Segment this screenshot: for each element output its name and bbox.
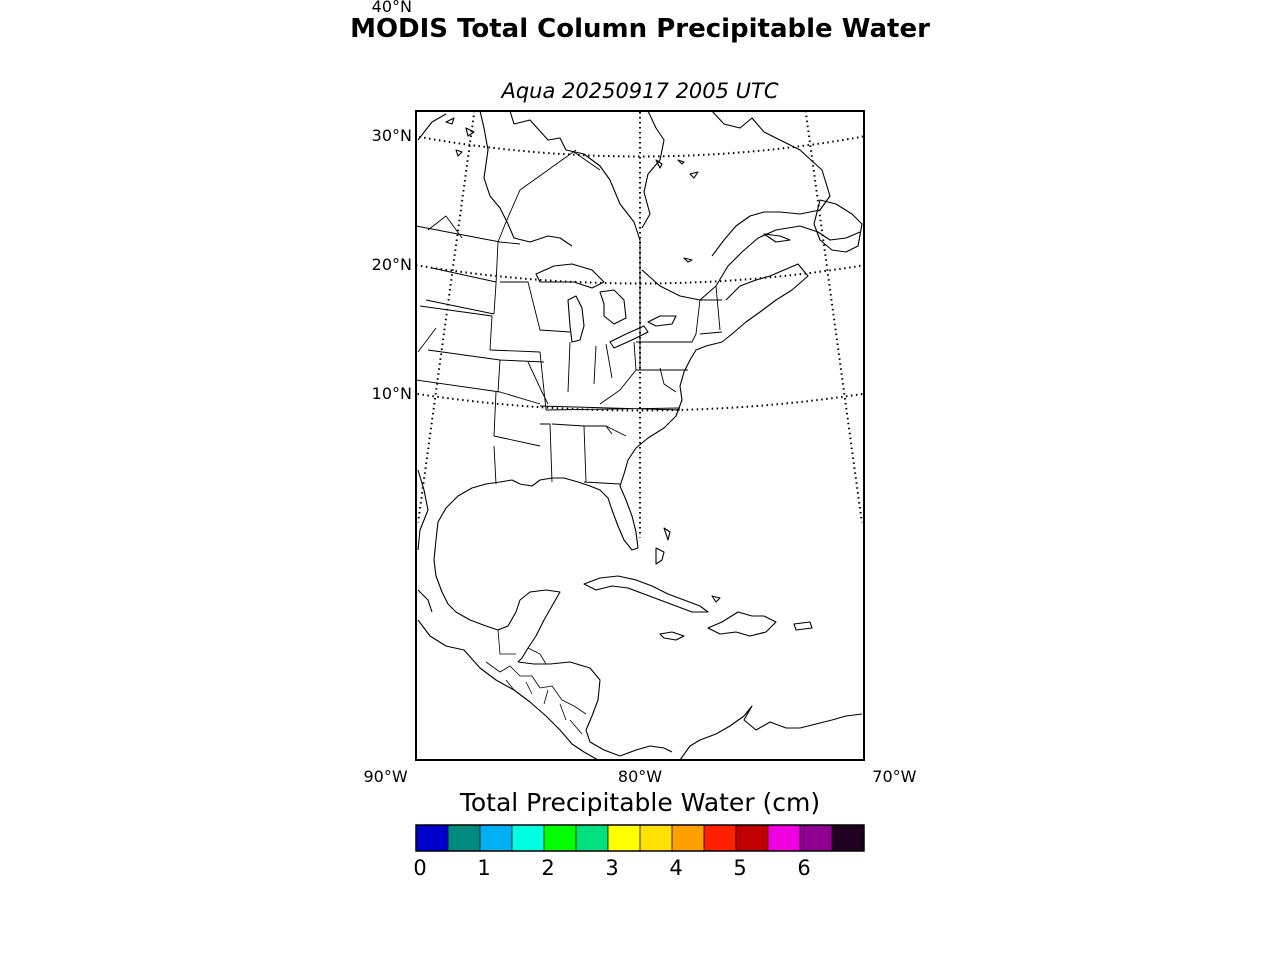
lake-superior [535,263,605,289]
us-state-borders [416,149,723,485]
latitude-label: 30°N [371,126,412,146]
quebec-labrador-coast [641,111,861,301]
colorbar-segment [768,825,801,851]
map-background [416,111,864,760]
bahamas-islands [655,527,721,603]
newfoundland-coast [813,199,863,253]
colorbar-segment [672,825,705,851]
latitude-label: 10°N [371,383,412,403]
coastlines-borders [416,111,863,760]
lake-erie [609,325,649,349]
colorbar-segment [640,825,673,851]
south-america-coast [679,705,863,760]
colorbar-segment [416,825,449,851]
colorbar-frame [415,824,865,852]
colorbar [415,824,865,852]
longitude-label: 80°W [617,767,663,786]
arctic-islands [445,117,699,263]
meridian-line [200,0,422,477]
latitude-label: 20°N [371,255,412,275]
chart-subtitle: Aqua 20250917 2005 UTC [501,79,779,103]
mexico-west-coast [417,469,433,613]
hispaniola-coast [707,611,777,637]
lake-ontario [647,315,677,327]
cuba-coast [583,575,709,613]
colorbar-segment [448,825,481,851]
colorbar-tick-label: 4 [669,856,683,880]
colorbar-tick-label: 1 [477,856,491,880]
colorbar-segment [608,825,641,851]
colorbar-segment [704,825,737,851]
colorbar-tick-label: 0 [413,856,427,880]
lake-huron [599,289,627,325]
colorbar-tick-label: 2 [541,856,555,880]
colorbar-tick-label: 3 [605,856,619,880]
colorbar-segment [736,825,769,851]
colorbar-segment [576,825,609,851]
chart-title: MODIS Total Column Precipitable Water [350,14,930,44]
meridian-line [858,0,1080,477]
nova-scotia-coast [721,263,809,343]
longitude-label: 70°W [872,767,917,786]
map-frame [415,110,865,761]
hudson-bay-coast [417,111,665,247]
colorbar-segment [832,825,865,851]
lake-michigan [567,295,585,343]
jamaica-coast [659,631,685,641]
gulf-st-lawrence-island [763,233,791,243]
colorbar-tick-label: 6 [797,856,811,880]
colorbar-segment [800,825,833,851]
colorbar-title: Total Precipitable Water (cm) [459,788,821,817]
puerto-rico-coast [793,621,813,631]
us-east-coast [433,341,723,663]
longitude-label: 90°W [363,767,408,786]
colorbar-tick-label: 5 [733,856,747,880]
latitude-label: 40°N [371,0,412,17]
colorbar-segment [544,825,577,851]
colorbar-segment [512,825,545,851]
colorbar-segment [480,825,513,851]
central-america-borders [485,629,587,735]
